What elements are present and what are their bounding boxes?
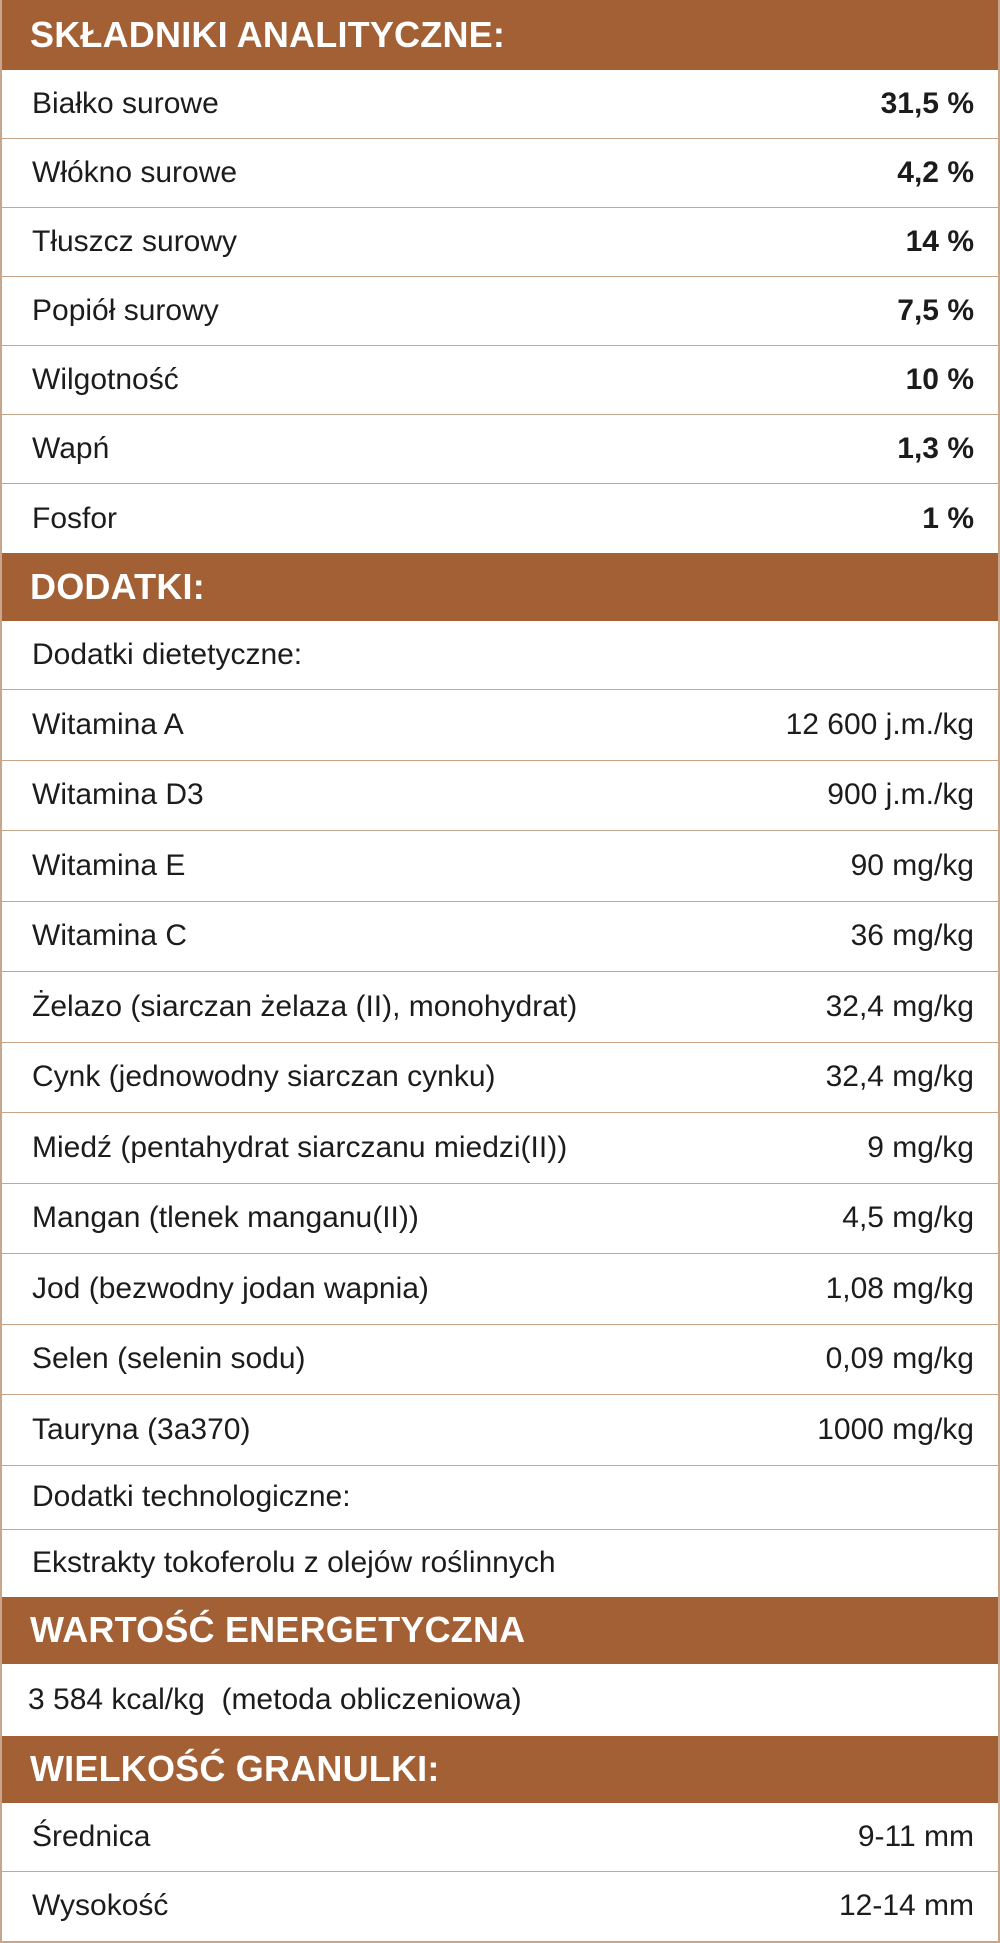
row-label: Mangan (tlenek manganu(II)): [32, 1201, 419, 1235]
row-value: 32,4 mg/kg: [825, 1060, 974, 1094]
table-row: Selen (selenin sodu) 0,09 mg/kg: [2, 1325, 998, 1395]
row-label: Białko surowe: [32, 87, 219, 120]
row-label: Selen (selenin sodu): [32, 1342, 306, 1376]
row-value: 90 mg/kg: [850, 848, 974, 882]
table-row: Tłuszcz surowy 14 %: [2, 208, 998, 277]
table-row: Popiół surowy 7,5 %: [2, 277, 998, 346]
row-value: 900 j.m./kg: [827, 778, 974, 812]
row-label: Dodatki dietetyczne:: [32, 638, 303, 671]
row-value: 1,08 mg/kg: [825, 1271, 974, 1305]
table-row: Witamina E 90 mg/kg: [2, 831, 998, 902]
section-header-analytic: SKŁADNIKI ANALITYCZNE:: [2, 0, 998, 70]
row-value: 10 %: [905, 363, 974, 396]
row-value: 9 mg/kg: [867, 1130, 974, 1164]
row-label: Witamina A: [32, 707, 184, 741]
row-value: 36 mg/kg: [850, 919, 974, 953]
row-label: Tauryna (3a370): [32, 1412, 251, 1446]
energy-value: 3 584 kcal/kg (metoda obliczeniowa): [28, 1682, 522, 1716]
energy-value-row: 3 584 kcal/kg (metoda obliczeniowa): [2, 1664, 998, 1736]
row-label: Wapń: [32, 432, 110, 465]
row-value: 31,5 %: [880, 87, 974, 120]
row-value: 14 %: [905, 225, 974, 258]
row-value: 4,5 mg/kg: [842, 1201, 974, 1235]
tech-additives-label: Dodatki technologiczne:: [2, 1466, 998, 1530]
table-row: Włókno surowe 4,2 %: [2, 139, 998, 208]
row-label: Witamina D3: [32, 778, 204, 812]
table-row: Jod (bezwodny jodan wapnia) 1,08 mg/kg: [2, 1254, 998, 1325]
row-label: Średnica: [32, 1819, 151, 1853]
row-label: Tłuszcz surowy: [32, 225, 238, 258]
table-row: Cynk (jednowodny siarczan cynku) 32,4 mg/…: [2, 1043, 998, 1113]
table-row: Średnica 9-11 mm: [2, 1803, 998, 1872]
row-value: 7,5 %: [897, 294, 974, 327]
table-row: Wysokość 12-14 mm: [2, 1872, 998, 1941]
row-label: Fosfor: [32, 501, 118, 535]
section-header-energy: WARTOŚĆ ENERGETYCZNA: [2, 1596, 998, 1664]
row-value: 12 600 j.m./kg: [785, 707, 974, 741]
row-label: Ekstrakty tokoferolu z olejów roślinnych: [32, 1546, 556, 1579]
row-label: Wysokość: [32, 1889, 169, 1922]
row-label: Dodatki technologiczne:: [32, 1480, 351, 1513]
row-label: Witamina E: [32, 848, 186, 882]
table-row: Mangan (tlenek manganu(II)) 4,5 mg/kg: [2, 1184, 998, 1254]
row-label: Miedź (pentahydrat siarczanu miedzi(II)): [32, 1130, 568, 1164]
table-row: Wilgotność 10 %: [2, 346, 998, 415]
row-value: 1 %: [922, 501, 974, 535]
table-row: Miedź (pentahydrat siarczanu miedzi(II))…: [2, 1113, 998, 1184]
table-row: Wapń 1,3 %: [2, 415, 998, 484]
row-label: Witamina C: [32, 919, 188, 953]
row-label: Jod (bezwodny jodan wapnia): [32, 1271, 429, 1305]
row-value: 0,09 mg/kg: [825, 1342, 974, 1376]
row-value: 32,4 mg/kg: [825, 989, 974, 1023]
table-row: Białko surowe 31,5 %: [2, 70, 998, 139]
section-header-additives: DODATKI:: [2, 553, 998, 621]
table-row: Fosfor 1 %: [2, 484, 998, 553]
row-value: 9-11 mm: [857, 1819, 974, 1853]
row-label: Żelazo (siarczan żelaza (II), monohydrat…: [32, 989, 578, 1023]
row-value: 4,2 %: [897, 156, 974, 189]
table-row: Witamina D3 900 j.m./kg: [2, 761, 998, 831]
row-label: Włókno surowe: [32, 156, 238, 189]
row-value: 1000 mg/kg: [817, 1412, 974, 1446]
row-label: Wilgotność: [32, 363, 179, 396]
section-header-granule: WIELKOŚĆ GRANULKI:: [2, 1735, 998, 1803]
row-value: 12-14 mm: [838, 1889, 974, 1922]
dietary-additives-label: Dodatki dietetyczne:: [2, 621, 998, 690]
tech-additives-value: Ekstrakty tokoferolu z olejów roślinnych: [2, 1530, 998, 1597]
table-row: Witamina A 12 600 j.m./kg: [2, 690, 998, 761]
table-row: Tauryna (3a370) 1000 mg/kg: [2, 1395, 998, 1466]
table-row: Żelazo (siarczan żelaza (II), monohydrat…: [2, 972, 998, 1043]
row-label: Popiół surowy: [32, 294, 219, 327]
row-value: 1,3 %: [897, 432, 974, 465]
row-label: Cynk (jednowodny siarczan cynku): [32, 1060, 496, 1094]
table-row: Witamina C 36 mg/kg: [2, 902, 998, 972]
